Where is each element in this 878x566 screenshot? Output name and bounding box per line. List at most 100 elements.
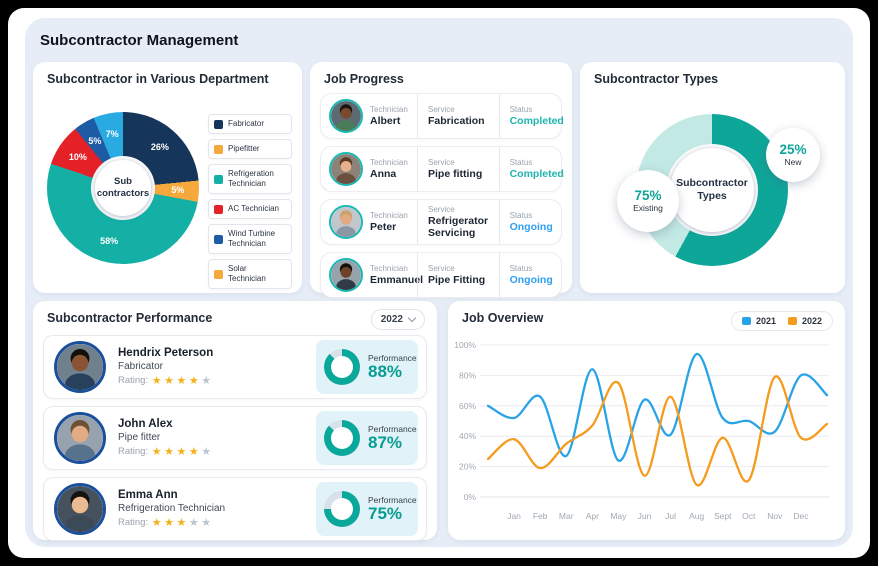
status-badge: Ongoing: [509, 220, 553, 233]
x-tick-label: Feb: [533, 511, 548, 521]
center-label-line2: Types: [697, 190, 727, 202]
x-tick-label: Mar: [559, 511, 574, 521]
legend-label: 2022: [801, 316, 822, 326]
star-icon: ★: [151, 446, 164, 458]
x-tick-label: Aug: [689, 511, 704, 521]
person-role: Refrigeration Technician: [118, 503, 226, 514]
y-tick-label: 80%: [459, 370, 476, 380]
legend-item-2022[interactable]: 2022: [787, 316, 822, 326]
star-icon: ★: [151, 517, 164, 529]
service-cell: Service Refrigerator Servicing: [417, 200, 499, 244]
legend-chip[interactable]: AC Technician: [208, 199, 292, 219]
service-label: Service: [428, 263, 455, 273]
person-role: Fabricator: [118, 361, 164, 372]
star-icon: ★: [201, 517, 213, 529]
status-cell: Status Ongoing: [498, 200, 561, 244]
performance-badge: Performance 88%: [316, 340, 418, 394]
star-icon: ★: [176, 446, 188, 458]
technician-cell: Technician Peter: [321, 200, 417, 244]
star-icon: ★: [188, 375, 201, 387]
status-label: Status: [509, 210, 533, 220]
department-card-title: Subcontractor in Various Department: [47, 72, 269, 86]
service-label: Service: [428, 157, 455, 167]
legend-item-2021[interactable]: 2021: [741, 316, 776, 326]
legend-chip[interactable]: Pipefitter: [208, 139, 292, 159]
technician-name: Peter: [370, 220, 397, 233]
status-badge: Completed: [509, 167, 564, 180]
star-icon: ★: [176, 517, 188, 529]
callout-existing-pct: 75%: [634, 187, 662, 203]
legend-label: Solar Technician: [228, 264, 266, 283]
person-rating: Rating: ★ ★ ★ ★ ★: [118, 445, 213, 458]
legend-label: Pipefitter: [228, 144, 260, 153]
status-label: Status: [509, 104, 533, 114]
chevron-down-icon: [407, 313, 417, 323]
performance-row: Hendrix Peterson Fabricator Rating: ★ ★ ★ ★ ★ P…: [43, 335, 427, 399]
technician-cell: Technician Albert: [321, 94, 417, 138]
pie-slice-label: 5%: [88, 135, 102, 146]
legend-swatch: [787, 317, 797, 325]
person-icon: [331, 101, 361, 131]
legend-label: Wind Turbine Technician: [228, 229, 276, 248]
job-progress-row: Technician Anna Service Pipe fitting Status C…: [320, 146, 564, 192]
legend-label: Fabricator: [228, 119, 265, 128]
service-cell: Service Fabrication: [417, 94, 499, 138]
performance-label: Performance: [368, 423, 417, 434]
legend-swatch: [214, 119, 223, 129]
callout-new-pct: 25%: [779, 141, 807, 157]
card-subcontractor-types: Subcontractor Types Subcontractor Types …: [580, 62, 845, 293]
avatar: [329, 205, 363, 239]
card-job-overview: Job Overview 2021 2022 0% 20% 40% 60% 80% 100%…: [448, 301, 845, 540]
pie-slice-label: 58%: [100, 236, 119, 247]
legend-label: AC Technician: [228, 204, 279, 213]
avatar: [329, 99, 363, 133]
year-filter-dropdown[interactable]: 2022: [370, 309, 425, 330]
y-tick-label: 60%: [459, 401, 476, 411]
legend-chip[interactable]: Fabricator: [208, 114, 292, 134]
technician-label: Technician: [370, 157, 408, 167]
performance-percent: 88%: [368, 361, 403, 381]
legend-swatch: [214, 144, 223, 154]
overview-card-title: Job Overview: [462, 311, 544, 325]
center-label-line2: contractors: [96, 188, 150, 199]
performance-ring: [324, 420, 360, 456]
status-cell: Status Ongoing: [498, 253, 561, 297]
person-rating: Rating: ★ ★ ★ ★ ★: [118, 374, 213, 387]
donut-hole-ring: [95, 160, 151, 216]
performance-person: Emma Ann Refrigeration Technician Rating: …: [118, 489, 225, 529]
star-icon: ★: [176, 375, 188, 387]
person-role: Pipe fitter: [118, 432, 161, 443]
legend-label: 2021: [755, 316, 776, 326]
card-job-progress: Job Progress Technician Albert Service Fabr…: [310, 62, 572, 298]
legend-chip[interactable]: Refrigeration Technician: [208, 164, 292, 194]
performance-ring: [324, 491, 360, 527]
y-tick-label: 100%: [454, 340, 476, 350]
types-donut-center-label: Subcontractor Types: [666, 144, 758, 236]
performance-label: Performance: [368, 352, 417, 363]
pie-slice-label: 26%: [150, 142, 169, 153]
rating-label: Rating:: [118, 517, 151, 528]
legend-chip[interactable]: Solar Technician: [208, 259, 292, 289]
performance-row: John Alex Pipe fitter Rating: ★ ★ ★ ★ ★ Perform…: [43, 406, 427, 470]
x-tick-label: Oct: [742, 511, 756, 521]
avatar: [54, 341, 106, 393]
person-name: Hendrix Peterson: [118, 347, 214, 359]
y-tick-label: 20%: [459, 462, 476, 472]
x-tick-label: Jan: [507, 511, 521, 521]
x-tick-label: Jun: [638, 511, 652, 521]
legend-chip[interactable]: Wind Turbine Technician: [208, 224, 292, 254]
technician-label: Technician: [370, 263, 408, 273]
service-value: Fabrication: [428, 114, 485, 127]
status-badge: Ongoing: [509, 273, 553, 286]
job-progress-list: Technician Albert Service Fabrication Status…: [320, 93, 564, 298]
x-tick-label: Sept: [714, 511, 732, 521]
dashboard: Subcontractor Management Subcontractor i…: [25, 18, 853, 547]
star-icon: ★: [201, 446, 213, 458]
y-tick-label: 40%: [459, 431, 476, 441]
status-badge: Completed: [509, 114, 564, 127]
rating-label: Rating:: [118, 446, 151, 457]
pie-slice-label: 5%: [171, 185, 185, 196]
legend-label: Refrigeration Technician: [228, 169, 274, 188]
star-icon: ★: [201, 375, 213, 387]
department-legend: Fabricator Pipefitter Refrigeration Techni…: [208, 114, 292, 294]
